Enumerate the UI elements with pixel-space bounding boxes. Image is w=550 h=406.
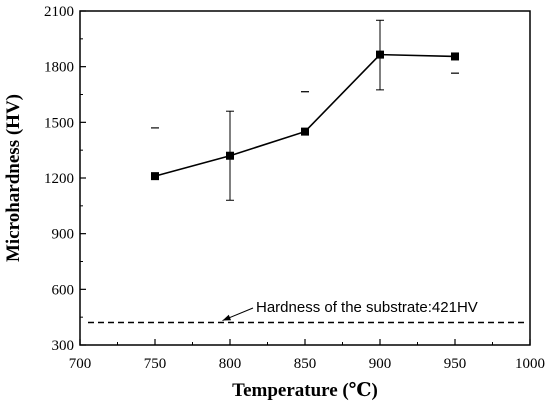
plot-frame xyxy=(79,10,531,346)
y-tick-label: 300 xyxy=(52,338,75,354)
y-tick-label: 1800 xyxy=(44,60,74,76)
y-tick-label: 1200 xyxy=(44,171,74,187)
data-point xyxy=(451,52,459,61)
substrate-annotation: Hardness of the substrate:421HV xyxy=(256,299,478,316)
x-tick-label: 750 xyxy=(144,356,167,372)
data-point xyxy=(151,172,159,181)
y-tick-label: 2100 xyxy=(44,4,74,20)
data-point xyxy=(226,151,234,160)
x-tick-label: 800 xyxy=(219,356,242,372)
x-tick-label: 950 xyxy=(444,356,467,372)
x-axis-title: Temperature (℃) xyxy=(232,380,378,401)
data-point xyxy=(376,50,384,59)
series-line xyxy=(154,53,456,177)
y-tick-label: 600 xyxy=(52,282,75,298)
y-axis-title: Microhardness (HV) xyxy=(3,94,24,262)
y-tick-label: 900 xyxy=(52,227,75,243)
y-tick-label: 1500 xyxy=(44,115,74,131)
axis-ticks: 700 750 800 850 900 950 1000 300 600 900 1200 1500 1… xyxy=(44,4,545,372)
substrate-reference: Hardness of the substrate:421HV xyxy=(88,299,527,324)
x-tick-label: 850 xyxy=(294,356,317,372)
series-group xyxy=(151,19,459,201)
data-point xyxy=(301,127,309,136)
x-tick-label: 900 xyxy=(369,356,392,372)
x-tick-label: 700 xyxy=(69,356,92,372)
annotation-arrowhead xyxy=(222,314,232,321)
x-tick-label: 1000 xyxy=(515,356,545,372)
